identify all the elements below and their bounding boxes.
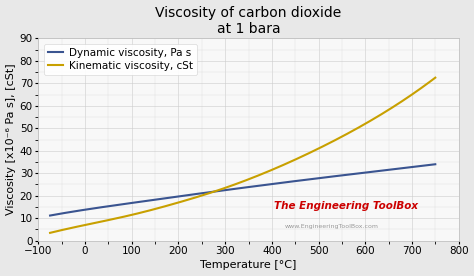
Line: Kinematic viscosity, cSt: Kinematic viscosity, cSt (50, 78, 435, 233)
Kinematic viscosity, cSt (423, 83, 429, 86)
Title: Viscosity of carbon dioxide
at 1 bara: Viscosity of carbon dioxide at 1 bara (155, 6, 342, 36)
Legend: Dynamic viscosity, Pa s, Kinematic viscosity, cSt: Dynamic viscosity, Pa s, Kinematic visco… (44, 44, 197, 75)
Text: www.EngineeringToolBox.com: www.EngineeringToolBox.com (284, 224, 378, 229)
Kinematic viscosity, cSt (276, 165, 282, 168)
Kinematic viscosity, cSt (230, 184, 236, 187)
Dynamic viscosity, Pa s (230, 187, 236, 191)
Kinematic viscosity, cSt (432, 76, 438, 79)
Dynamic viscosity, Pa s (363, 171, 369, 174)
Kinematic viscosity, cSt (233, 183, 238, 186)
Kinematic viscosity, cSt (47, 231, 53, 235)
Dynamic viscosity, Pa s (276, 181, 282, 185)
Kinematic viscosity, cSt (363, 122, 369, 125)
Dynamic viscosity, Pa s (255, 184, 261, 187)
Kinematic viscosity, cSt (255, 174, 261, 177)
Dynamic viscosity, Pa s (47, 214, 53, 217)
Line: Dynamic viscosity, Pa s: Dynamic viscosity, Pa s (50, 164, 435, 216)
Dynamic viscosity, Pa s (423, 164, 429, 167)
Text: The Engineering ToolBox: The Engineering ToolBox (273, 201, 418, 211)
Dynamic viscosity, Pa s (233, 187, 238, 190)
Dynamic viscosity, Pa s (432, 163, 438, 166)
X-axis label: Temperature [°C]: Temperature [°C] (201, 261, 297, 270)
Y-axis label: Viscosity [x10⁻⁶ Pa s], [cSt]: Viscosity [x10⁻⁶ Pa s], [cSt] (6, 64, 16, 215)
